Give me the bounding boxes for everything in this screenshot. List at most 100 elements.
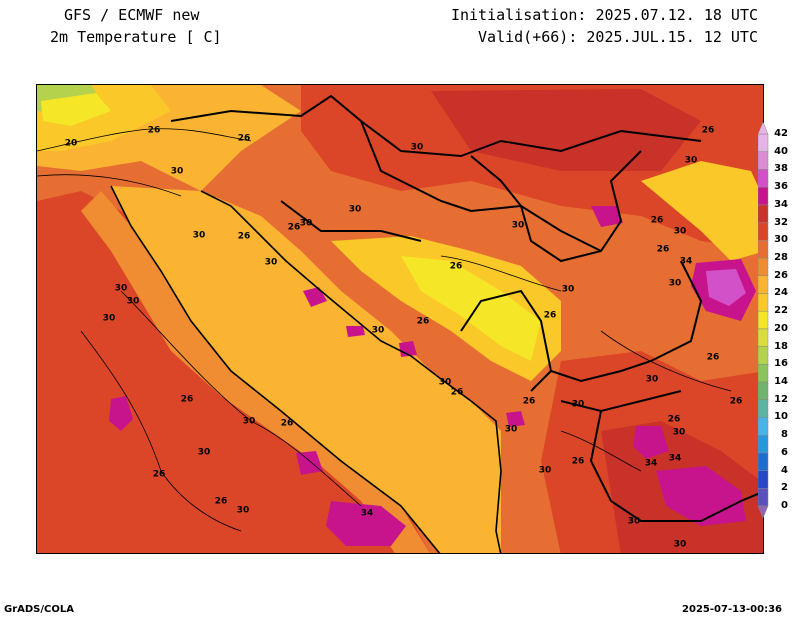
colorbar-tick-label: 0 [781,500,788,511]
contour-label: 26 [215,497,228,507]
hot-north-east [431,89,701,171]
contour-label: 26 [707,353,720,363]
colorbar [758,122,769,518]
contour-label: 26 [181,395,194,405]
contour-label: 30 [674,227,687,237]
contour-label: 30 [198,448,211,458]
contour-label: 30 [193,231,206,241]
colorbar-tick-label: 38 [774,163,788,175]
dinaric-yellow [401,256,541,361]
coastline-balkan [200,190,502,553]
colorbar-tick-label: 42 [774,128,788,139]
colorbar-tick-label: 16 [774,358,788,370]
contour-label: 26 [451,388,464,398]
contour-label: 26 [544,311,557,321]
contour-label: 26 [417,317,430,327]
colorbar-tick-label: 34 [774,198,788,210]
colorbar-segment [758,240,769,259]
contour-label: 30 [628,517,641,527]
hotspot-italy-2 [109,396,133,431]
colorbar-tick-label: 18 [774,340,788,352]
colorbar-tick-label: 14 [774,376,788,387]
valid-time: Valid(+66): 2025.JUL.15. 12 UTC [478,28,758,46]
map-title: GFS / ECMWF new [64,6,200,24]
map-subtitle: 2m Temperature [ C] [50,28,222,46]
contour-label: 30 [411,143,424,153]
contour-label: 26 [657,245,670,255]
colorbar-max-arrow [758,122,769,135]
hotspot-italy [326,501,406,546]
contour-label: 30 [171,167,184,177]
hotspot-south-italy [296,451,323,475]
contour-label: 30 [685,156,698,166]
contour-label: 26 [238,134,251,144]
contour-label: 26 [730,397,743,407]
contour-label: 30 [237,506,250,516]
contour-label: 30 [572,400,585,410]
contour-label: 30 [300,219,313,229]
colorbar-segment [758,275,769,294]
contour-label: 34 [669,454,682,464]
colorbar-tick-label: 10 [774,411,788,423]
colorbar-tick-label: 20 [774,322,788,334]
colorbar-segment [758,470,769,489]
contour-label: 30 [562,285,575,295]
colorbar-segment [758,417,769,436]
hotspot-greece [633,426,669,459]
contour-label: 30 [646,375,659,385]
hotspot-south [656,466,746,526]
colorbar-tick-label: 30 [774,234,788,246]
hotspot-adriatic-isl [346,326,365,337]
footer-software: GrADS/COLA [4,604,74,615]
colorbar-segment [758,381,769,400]
colorbar-segment [758,186,769,206]
coastline-italy [110,185,441,553]
contour-label: 26 [523,397,536,407]
colorbar-min-arrow [758,505,769,518]
colorbar-segment [758,452,769,471]
colorbar-tick-label: 28 [774,252,788,263]
contour-label: 30 [349,205,362,215]
contour-label: 34 [361,509,374,519]
colorbar-segment [758,169,769,188]
colorbar-tick-label: 36 [774,181,788,193]
contour-label: 30 [674,540,687,550]
contour-label: 30 [127,297,140,307]
colorbar-segment [758,257,769,276]
contour-label: 26 [238,232,251,242]
border-lines [170,94,763,522]
contour-label: 30 [115,284,128,294]
colorbar-tick-label: 8 [781,429,788,441]
colorbar-tick-label: 22 [774,305,788,317]
colorbar-tick-label: 6 [781,446,788,458]
contour-label: 26 [148,126,161,136]
contour-label: 26 [572,457,585,467]
colorbar-segment [758,204,769,223]
colorbar-segment [758,434,769,454]
contour-label: 30 [505,425,518,435]
contour-label: 30 [539,466,552,476]
contour-label: 30 [512,221,525,231]
contour-label: 30 [243,417,256,427]
contour-label: 30 [265,258,278,268]
contour-lines [37,128,732,532]
colorbar-tick-label: 4 [781,464,788,476]
colorbar-segment [758,488,769,507]
contour-label: 26 [450,262,463,272]
colorbar-segment [758,222,769,241]
east-yellow [641,161,763,261]
colorbar-tick-label: 2 [781,482,788,494]
colorbar-segment [758,293,769,312]
contour-label: 34 [680,257,693,267]
contour-label: 30 [669,279,682,289]
contour-label: 26 [281,419,294,429]
footer-timestamp: 2025-07-13-00:36 [682,604,782,615]
alps-yellow-patch [41,93,111,126]
contour-label: 26 [702,126,715,136]
colorbar-segment [758,399,769,418]
colorbar-segment [758,364,769,383]
contour-label: 34 [645,459,658,469]
colorbar-segment [758,151,769,170]
contour-label: 30 [673,428,686,438]
colorbar-tick-label: 12 [774,393,788,405]
